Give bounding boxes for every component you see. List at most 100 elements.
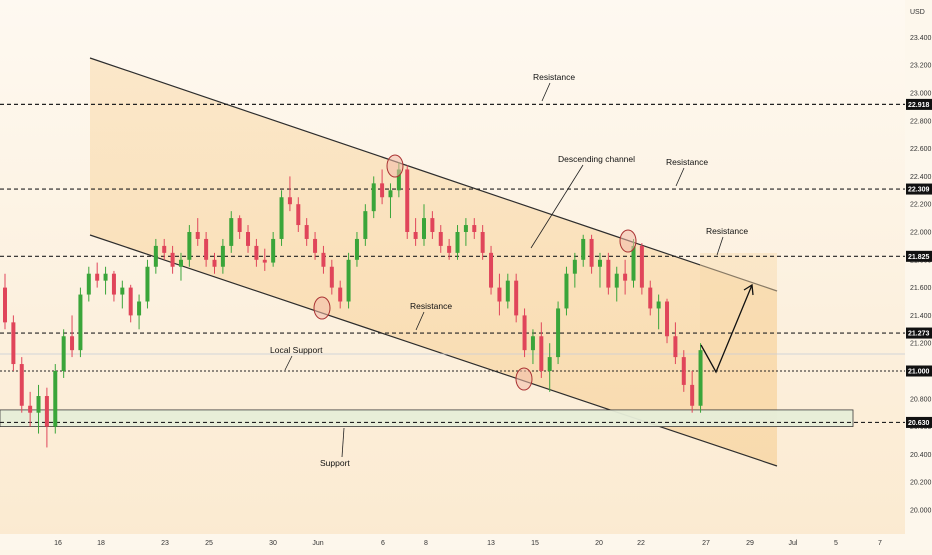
candle[interactable] (581, 234, 586, 267)
candle[interactable] (455, 225, 460, 260)
candle[interactable] (413, 218, 418, 246)
x-tick-label: Jul (789, 540, 798, 547)
candle[interactable] (162, 238, 167, 260)
candle[interactable] (480, 225, 485, 260)
candle[interactable] (422, 204, 426, 246)
candle[interactable] (95, 262, 100, 288)
candle[interactable] (698, 343, 703, 413)
y-tick-label: 20.000 (910, 508, 932, 515)
candle[interactable] (262, 248, 267, 271)
candle[interactable] (271, 232, 276, 267)
candle[interactable] (564, 266, 569, 316)
candle[interactable] (388, 183, 393, 219)
candle[interactable] (137, 294, 142, 330)
candle[interactable] (36, 384, 41, 434)
candle[interactable] (497, 273, 502, 316)
candle[interactable] (187, 225, 192, 267)
candle[interactable] (279, 190, 284, 246)
candle[interactable] (246, 225, 251, 253)
candle[interactable] (405, 165, 410, 239)
candle[interactable] (204, 232, 209, 267)
candle-body (606, 259, 611, 288)
support-zone[interactable] (0, 409, 854, 428)
candle[interactable] (11, 315, 16, 371)
candle[interactable] (648, 280, 653, 316)
candle[interactable] (430, 211, 435, 239)
candle[interactable] (229, 211, 234, 253)
candle[interactable] (70, 315, 75, 358)
candle[interactable] (237, 215, 242, 239)
channel-upper-line[interactable] (89, 57, 778, 292)
annotation-leader-0 (541, 82, 551, 102)
candle[interactable] (329, 259, 334, 295)
candle-body (455, 232, 460, 253)
candle-body (681, 357, 686, 385)
candle[interactable] (3, 273, 7, 330)
candle-body (489, 252, 494, 288)
candle[interactable] (195, 218, 200, 246)
candle[interactable] (472, 218, 477, 239)
candle[interactable] (287, 176, 292, 212)
candle[interactable] (212, 252, 217, 274)
candle[interactable] (111, 270, 116, 302)
candle[interactable] (514, 273, 519, 323)
candle[interactable] (380, 169, 385, 205)
candle[interactable] (170, 245, 175, 274)
candle[interactable] (447, 238, 452, 260)
candle[interactable] (539, 322, 544, 378)
candle[interactable] (296, 197, 301, 232)
candle[interactable] (597, 252, 602, 288)
candle-body (447, 245, 452, 253)
candle[interactable] (120, 280, 125, 309)
candle[interactable] (505, 273, 510, 309)
candle[interactable] (673, 322, 678, 365)
candle[interactable] (178, 252, 183, 281)
candle[interactable] (438, 225, 443, 253)
candle[interactable] (463, 218, 468, 246)
candle[interactable] (572, 252, 577, 288)
candle[interactable] (489, 245, 494, 295)
candle[interactable] (656, 294, 661, 330)
candle[interactable] (44, 387, 49, 448)
candle[interactable] (128, 284, 133, 323)
candle[interactable] (28, 391, 33, 427)
candle[interactable] (61, 329, 66, 378)
candle[interactable] (690, 371, 695, 413)
candle[interactable] (338, 280, 343, 309)
candle[interactable] (639, 243, 644, 295)
candle[interactable] (556, 301, 561, 365)
candle[interactable] (78, 287, 83, 358)
candle[interactable] (304, 218, 309, 246)
candle[interactable] (371, 176, 376, 219)
candle[interactable] (153, 238, 158, 274)
channel-lower-line[interactable] (89, 234, 778, 467)
candle-body (111, 273, 116, 295)
candle[interactable] (681, 350, 686, 392)
candle[interactable] (589, 234, 594, 274)
y-tick-label: 20.800 (910, 396, 932, 403)
candle[interactable] (530, 329, 535, 365)
candle[interactable] (145, 259, 150, 309)
candle[interactable] (53, 364, 58, 434)
candle[interactable] (665, 298, 670, 344)
candle-body (78, 294, 83, 351)
candle[interactable] (103, 266, 108, 295)
candle-body (246, 232, 251, 246)
candle[interactable] (313, 232, 318, 260)
candle[interactable] (346, 252, 351, 309)
candle[interactable] (354, 232, 359, 267)
candle[interactable] (86, 266, 91, 302)
candle[interactable] (547, 343, 552, 392)
candle[interactable] (321, 245, 326, 274)
candle[interactable] (606, 252, 611, 295)
candle[interactable] (522, 308, 527, 358)
candle[interactable] (254, 238, 259, 267)
touch-point-circle-3 (619, 229, 637, 253)
candle[interactable] (614, 266, 619, 302)
candle[interactable] (220, 238, 225, 274)
candle[interactable] (363, 204, 368, 246)
candle[interactable] (19, 357, 24, 413)
candle[interactable] (623, 259, 628, 295)
candle-body (313, 238, 318, 253)
